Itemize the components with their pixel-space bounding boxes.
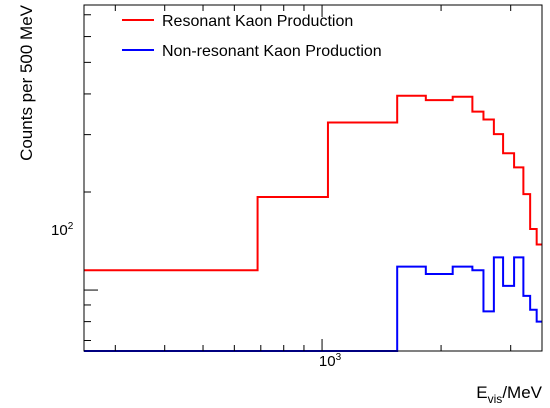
- histogram-bin: [503, 285, 514, 287]
- y-tick-label-exponent: 2: [68, 221, 74, 232]
- histogram-bin: [453, 96, 473, 98]
- series-line: [84, 94, 542, 272]
- histogram-bin: [494, 133, 503, 135]
- series-resonant: [84, 94, 542, 272]
- y-tick-label: 102: [51, 221, 74, 239]
- histogram-bin: [514, 256, 523, 258]
- y-axis-ticks: [84, 14, 98, 342]
- series-line: [84, 256, 542, 352]
- histogram-bin: [472, 111, 483, 113]
- x-axis-ticks: [114, 5, 512, 351]
- histogram-bin: [328, 121, 397, 123]
- legend-label-nonresonant: Non-resonant Kaon Production: [162, 43, 382, 60]
- histogram-bin: [537, 321, 542, 323]
- histogram-bin: [483, 310, 493, 312]
- histogram-bin: [426, 99, 453, 101]
- histogram-bin: [523, 193, 530, 195]
- histogram-bin: [258, 196, 328, 198]
- plot-frame: [83, 4, 543, 352]
- histogram-bin: [426, 273, 453, 275]
- histogram-bin: [453, 266, 473, 268]
- histogram-bin: [494, 256, 503, 258]
- histogram-bin: [530, 309, 537, 311]
- histogram-bin: [483, 118, 493, 120]
- y-axis-label: Counts per 500 MeV: [17, 4, 36, 161]
- histogram-bin: [503, 152, 514, 154]
- histogram-bin: [523, 295, 530, 297]
- series-layer: [84, 94, 542, 352]
- histogram-bin: [514, 166, 523, 168]
- legend-label-resonant: Resonant Kaon Production: [162, 13, 353, 30]
- histogram-bin: [472, 269, 483, 271]
- series-nonresonant: [84, 256, 542, 352]
- x-axis-label-unit: /MeV: [502, 383, 542, 402]
- histogram-bin: [397, 95, 426, 97]
- x-axis-label-subscript: vis: [488, 392, 503, 406]
- x-tick-label-exponent: 3: [336, 352, 342, 363]
- x-axis-label: Evis/MeV: [476, 383, 542, 406]
- histogram-bin: [530, 228, 537, 230]
- histogram-bin: [397, 266, 426, 268]
- x-tick-label: 103: [319, 352, 342, 370]
- legend: Resonant Kaon Production Non-resonant Ka…: [122, 13, 382, 60]
- histogram-bin: [84, 269, 258, 271]
- histogram-bin: [537, 243, 542, 245]
